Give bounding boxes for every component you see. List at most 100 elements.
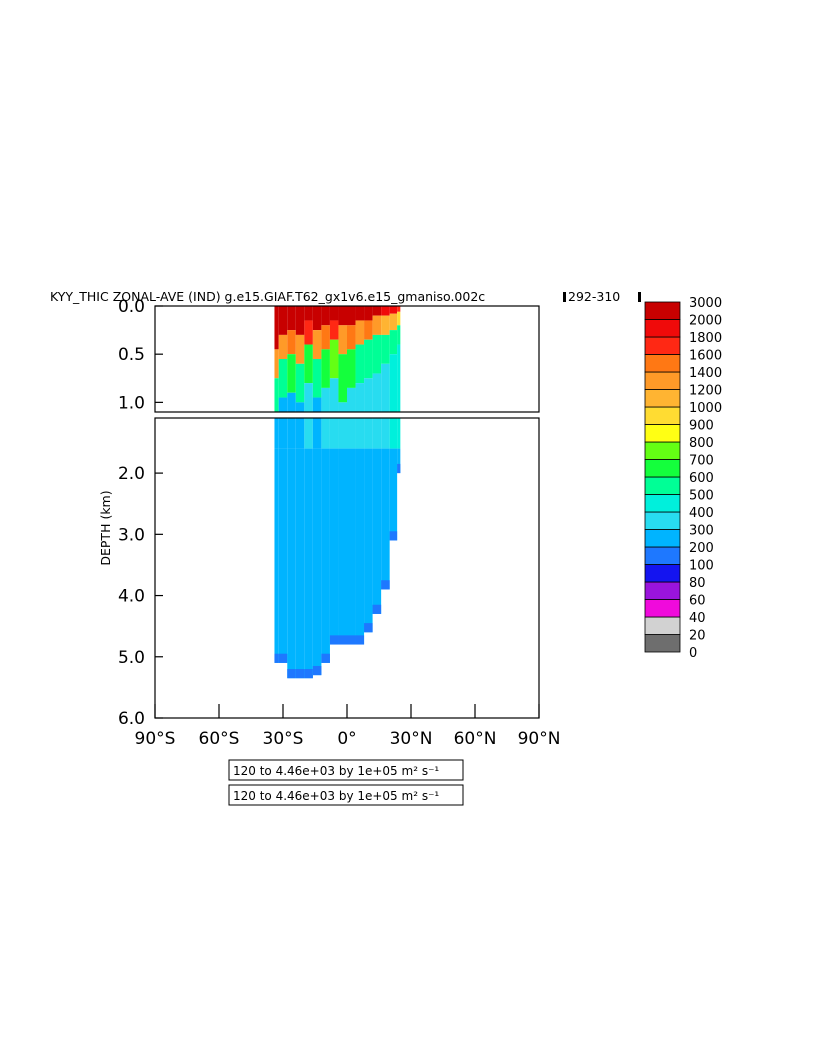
- field-cell-upper: [347, 349, 356, 388]
- colorbar-label: 300: [689, 524, 714, 539]
- colorbar-label: 80: [689, 576, 706, 591]
- x-tick-label: 90°S: [135, 729, 176, 749]
- field-cell-lower: [347, 635, 356, 645]
- field-cell-upper: [312, 306, 322, 331]
- field-cell-upper: [372, 315, 382, 335]
- field-cell-upper: [278, 397, 288, 412]
- field-cell-upper: [397, 325, 401, 345]
- field-cell-upper: [381, 306, 390, 316]
- colorbar-swatch: [644, 494, 681, 513]
- field-cell-upper: [312, 397, 322, 412]
- field-cell-lower: [329, 635, 339, 645]
- colorbar-label: 1200: [689, 384, 722, 399]
- field-cell-upper: [304, 306, 313, 321]
- field-cell-upper: [295, 363, 305, 403]
- field-cell-upper: [304, 320, 313, 345]
- field-cell-lower: [397, 448, 401, 474]
- colorbar-swatch: [644, 564, 681, 583]
- colorbar-label: 20: [689, 629, 706, 644]
- colorbar-swatch: [644, 634, 681, 653]
- field-cell-lower: [355, 418, 365, 449]
- field-cell-lower: [287, 669, 296, 679]
- colorbar-swatch: [644, 511, 681, 530]
- field-cell-upper: [287, 330, 296, 355]
- colorbar-swatch: [644, 319, 681, 338]
- field-cell-lower: [304, 669, 313, 679]
- field-cell-upper: [338, 306, 347, 326]
- year-range: 292-310: [568, 289, 620, 304]
- y-tick-label: 3.0: [118, 525, 145, 545]
- colorbar-swatch: [644, 529, 681, 548]
- colorbar-swatch: [644, 336, 681, 355]
- contour-info-box-2: [228, 784, 464, 806]
- y-tick-label: 1.0: [118, 393, 145, 413]
- colorbar-swatch: [644, 301, 681, 320]
- field-cell-upper: [381, 315, 390, 335]
- field-cell-lower: [397, 418, 401, 449]
- field-cell-lower: [389, 418, 398, 449]
- field-cell-upper: [355, 320, 365, 345]
- colorbar-swatch: [644, 424, 681, 443]
- colorbar-label: 0: [689, 646, 697, 661]
- field-cell-upper: [278, 334, 288, 359]
- colorbar-swatch: [644, 581, 681, 600]
- field-cell-upper: [338, 325, 347, 355]
- field-cell-upper: [364, 320, 373, 340]
- field-cell-upper: [278, 306, 288, 335]
- field-cell-upper: [329, 378, 339, 412]
- colorbar-swatch: [644, 476, 681, 495]
- y-tick-label: 4.0: [118, 587, 145, 607]
- upper-panel-frame: [154, 305, 540, 413]
- field-cell-upper: [329, 320, 339, 340]
- field-cell-upper: [287, 392, 296, 412]
- year-range-right-bar: [638, 292, 641, 302]
- field-cell-upper: [381, 363, 390, 412]
- field-upper: [274, 306, 401, 412]
- year-range-left-bar: [563, 292, 566, 302]
- colorbar-swatch: [644, 599, 681, 618]
- field-cell-lower: [287, 418, 296, 449]
- colorbar-label: 500: [689, 489, 714, 504]
- field-cell-lower: [287, 448, 296, 679]
- colorbar-swatch: [644, 354, 681, 373]
- field-cell-lower: [372, 418, 382, 449]
- field-cell-lower: [321, 653, 330, 663]
- colorbar-label: 60: [689, 594, 706, 609]
- field-cell-lower: [389, 531, 398, 541]
- field-cell-upper: [347, 306, 356, 326]
- field-cell-upper: [364, 378, 373, 412]
- colorbar-label: 600: [689, 471, 714, 486]
- colorbar-label: 400: [689, 506, 714, 521]
- field-cell-lower: [347, 448, 356, 645]
- field-cell-lower: [274, 448, 279, 663]
- y-tick-label: 0.0: [118, 297, 145, 317]
- field-cell-lower: [397, 463, 401, 474]
- field-cell-lower: [295, 418, 305, 449]
- field-cell-upper: [295, 306, 305, 335]
- field-cell-upper: [321, 349, 330, 388]
- field-cell-lower: [304, 418, 313, 449]
- x-tick-label: 30°N: [390, 729, 433, 749]
- field-cell-upper: [364, 339, 373, 379]
- field-cell-lower: [295, 448, 305, 679]
- field-cell-upper: [347, 387, 356, 412]
- field-cell-lower: [329, 448, 339, 645]
- field-cell-upper: [287, 306, 296, 331]
- field-cell-upper: [274, 349, 279, 379]
- field-cell-lower: [278, 418, 288, 449]
- field-cell-lower: [338, 448, 347, 645]
- field-cell-upper: [355, 383, 365, 412]
- colorbar-label: 800: [689, 436, 714, 451]
- colorbar-swatch: [644, 546, 681, 565]
- field-cell-upper: [338, 354, 347, 403]
- colorbar-label: 1000: [689, 401, 722, 416]
- field-cell-upper: [389, 330, 398, 355]
- field-cell-upper: [355, 344, 365, 384]
- x-tick-label: 60°S: [199, 729, 240, 749]
- field-cell-upper: [304, 344, 313, 384]
- field-cell-lower: [312, 665, 322, 676]
- field-cell-lower: [304, 448, 313, 679]
- contour-info-box-1: [228, 759, 464, 781]
- colorbar-label: 1600: [689, 349, 722, 364]
